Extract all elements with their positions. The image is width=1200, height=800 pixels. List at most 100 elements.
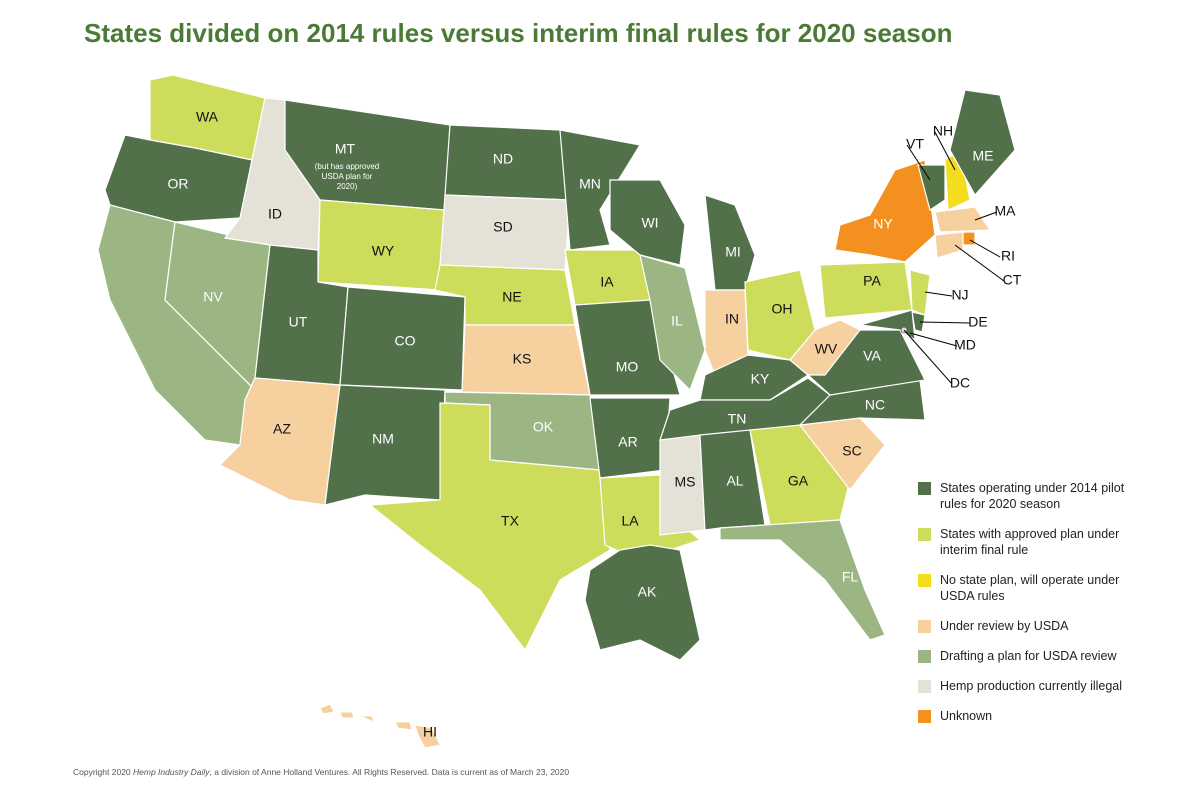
footnote-publication: Hemp Industry Daily	[133, 767, 210, 777]
legend-item: Under review by USDA	[918, 618, 1128, 634]
state-shape	[949, 89, 1016, 197]
state-shape	[324, 384, 446, 506]
state-label: ME	[973, 148, 994, 164]
state-label: NV	[203, 289, 223, 305]
legend-swatch	[918, 650, 931, 663]
footnote: Copyright 2020 Hemp Industry Daily, a di…	[73, 767, 569, 777]
state-label: NY	[873, 216, 893, 232]
legend-item: Drafting a plan for USDA review	[918, 648, 1128, 664]
callout-line	[919, 321, 971, 324]
state-label: VA	[863, 348, 881, 364]
state-label: MD	[954, 337, 976, 353]
legend-label: States operating under 2014 pilot rules …	[940, 481, 1125, 511]
state-label: NE	[502, 289, 521, 305]
state-label: OR	[168, 176, 189, 192]
state-label: MO	[616, 359, 639, 375]
legend-item: Unknown	[918, 708, 1128, 724]
state-label: DC	[950, 375, 970, 391]
state-label: NJ	[951, 287, 968, 303]
legend-swatch	[918, 710, 931, 723]
state-label: MT	[335, 141, 356, 157]
state-label: WV	[815, 341, 838, 357]
state-label: VT	[906, 136, 924, 152]
title: States divided on 2014 rules versus inte…	[84, 18, 953, 48]
state-shape	[789, 319, 861, 376]
state-shape	[659, 434, 706, 536]
callout-line	[934, 131, 956, 171]
state-shape	[934, 206, 992, 233]
state-label: WI	[641, 215, 658, 231]
state-label: DE	[968, 314, 987, 330]
state-label: AL	[726, 473, 743, 489]
state-label: KY	[751, 371, 770, 387]
legend-swatch	[918, 620, 931, 633]
state-label: MN	[579, 176, 601, 192]
legend-item: Hemp production currently illegal	[918, 678, 1128, 694]
legend-item: States operating under 2014 pilot rules …	[918, 480, 1128, 512]
legend-swatch	[918, 482, 931, 495]
state-label: MS	[675, 474, 696, 490]
state-shape	[639, 254, 706, 392]
state-label: TN	[728, 411, 747, 427]
state-shape	[834, 159, 936, 263]
state-shape	[819, 261, 913, 319]
state-label: CA	[118, 343, 138, 359]
state-shape	[704, 194, 756, 291]
state-shape	[414, 724, 441, 749]
state-shape	[584, 544, 701, 661]
state-label: CT	[1003, 272, 1022, 288]
state-label: SC	[842, 443, 861, 459]
legend: States operating under 2014 pilot rules …	[918, 480, 1128, 738]
callout-line	[954, 244, 1005, 282]
callout-line	[924, 291, 953, 297]
legend-swatch	[918, 528, 931, 541]
legend-label: Under review by USDA	[940, 619, 1069, 633]
state-label: UT	[289, 314, 308, 330]
state-shape	[394, 721, 413, 731]
state-shape	[917, 164, 946, 211]
legend-swatch	[918, 680, 931, 693]
state-label: NM	[372, 431, 394, 447]
state-label: ND	[493, 151, 513, 167]
state-label: RI	[1001, 248, 1015, 264]
legend-item: No state plan, will operate under USDA r…	[918, 572, 1128, 604]
state-shape	[609, 179, 686, 266]
legend-swatch	[918, 574, 931, 587]
state-shape	[934, 231, 964, 259]
state-label: IL	[671, 313, 683, 329]
state-label: MI	[725, 244, 741, 260]
legend-label: Unknown	[940, 709, 993, 723]
callout-line	[909, 332, 958, 347]
state-shape	[749, 424, 851, 526]
callout-line	[974, 211, 998, 221]
state-label: PA	[863, 273, 881, 289]
state-label: NH	[933, 123, 953, 139]
state-shape	[559, 129, 641, 251]
legend-item: States with approved plan under interim …	[918, 526, 1128, 558]
state-shape	[859, 309, 916, 342]
state-label: AZ	[273, 421, 291, 437]
state-label: LA	[621, 513, 639, 529]
state-label: IN	[725, 311, 739, 327]
state-label: KS	[513, 351, 532, 367]
callout-line	[906, 144, 931, 181]
state-label: AR	[618, 434, 637, 450]
legend-label: States with approved plan under interim …	[940, 527, 1120, 557]
state-label: AK	[638, 584, 657, 600]
state-label: GA	[788, 473, 809, 489]
state-label: WA	[196, 109, 219, 125]
footnote-text: Copyright 2020	[73, 767, 134, 777]
state-label: NC	[865, 397, 885, 413]
callout-line	[903, 329, 953, 385]
state-label: FL	[842, 569, 859, 585]
state-label: WY	[372, 243, 395, 259]
state-shape	[339, 711, 355, 719]
state-label: MA	[995, 203, 1017, 219]
state-shape	[962, 231, 976, 246]
legend-label: Drafting a plan for USDA review	[940, 649, 1117, 663]
state-label: HI	[423, 724, 437, 740]
state-label: TX	[501, 513, 520, 529]
footnote-text: , a division of Anne Holland Ventures. A…	[209, 767, 570, 777]
